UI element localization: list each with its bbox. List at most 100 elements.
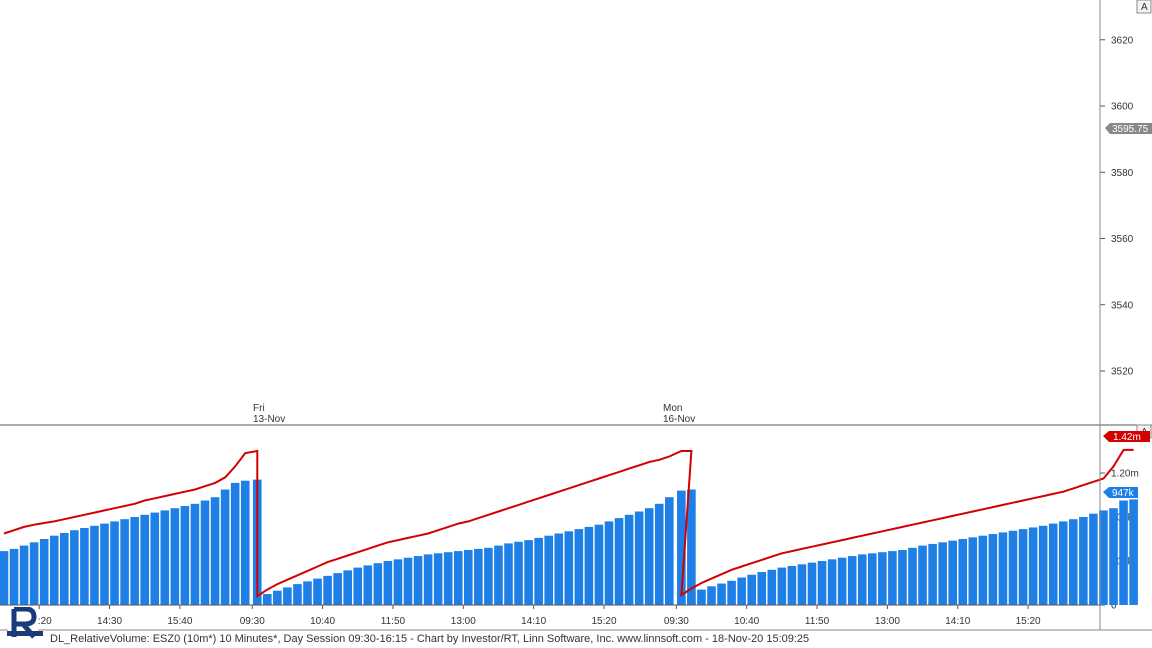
- volume-bar: [210, 497, 220, 605]
- last-price-marker: 3595.75: [1105, 123, 1152, 135]
- volume-bar: [857, 554, 867, 605]
- volume-bar: [727, 580, 736, 605]
- time-tick-label: 15:20: [1016, 616, 1041, 627]
- volume-bar: [403, 557, 413, 605]
- volume-bar: [484, 547, 493, 605]
- chart-footer: DL_RelativeVolume: ESZ0 (10m*) 10 Minute…: [50, 633, 810, 645]
- volume-bar: [0, 551, 9, 605]
- volume-bar: [453, 551, 463, 605]
- volume-bar: [90, 525, 99, 605]
- volume-bar: [574, 529, 584, 605]
- volume-bar: [39, 539, 49, 605]
- volume-bar: [1058, 521, 1068, 605]
- price-tick-label: 3540: [1111, 300, 1134, 311]
- price-tick-label: 3620: [1111, 35, 1134, 46]
- volume-bar: [888, 551, 897, 605]
- volume-bar: [614, 518, 624, 605]
- volume-bar: [474, 548, 483, 605]
- volume-bar: [938, 542, 947, 605]
- time-tick-label: 13:00: [451, 616, 476, 627]
- price-tick-label: 3600: [1111, 102, 1134, 113]
- volume-bar: [898, 550, 907, 605]
- volume-bar: [677, 490, 686, 605]
- volume-bar: [293, 584, 302, 605]
- volume-bar: [847, 556, 857, 605]
- volume-bar-marker: 947k: [1103, 487, 1138, 499]
- time-tick-label: 14:10: [945, 616, 970, 627]
- volume-bar: [140, 514, 149, 605]
- volume-bar: [252, 597, 262, 605]
- time-tick-label: 10:40: [734, 616, 759, 627]
- volume-bar: [968, 537, 978, 605]
- volume-bar: [1038, 525, 1048, 605]
- time-tick-label: 09:30: [664, 616, 689, 627]
- volume-bar: [273, 590, 282, 605]
- volume-bar: [19, 545, 29, 605]
- volume-pane[interactable]: 0400k800k1.20m: [0, 448, 1139, 612]
- price-tick-label: 3520: [1111, 367, 1134, 378]
- price-scale-button-label: A: [1141, 2, 1148, 13]
- volume-bar: [948, 540, 957, 605]
- volume-bar: [817, 561, 827, 605]
- volume-bar: [150, 512, 160, 605]
- volume-bar: [433, 553, 443, 605]
- volume-tick-label: 1.20m: [1111, 469, 1139, 480]
- last-price-marker-text: 3595.75: [1112, 124, 1149, 135]
- volume-bar: [644, 508, 654, 605]
- volume-bar: [373, 563, 383, 605]
- time-tick-label: 09:30: [240, 616, 265, 627]
- volume-bar: [130, 517, 139, 605]
- volume-bar: [413, 556, 423, 605]
- volume-bar: [1069, 519, 1078, 605]
- volume-bar: [687, 489, 696, 605]
- volume-bar: [60, 532, 69, 605]
- volume-bar: [120, 519, 129, 605]
- volume-bar: [343, 570, 352, 605]
- volume-bar: [263, 594, 272, 605]
- volume-bar: [1089, 513, 1098, 605]
- volume-bar: [747, 574, 756, 605]
- session-label-day: Fri: [253, 403, 265, 414]
- session-label-date: 13-Nov: [253, 414, 285, 425]
- volume-bar: [978, 535, 988, 605]
- volume-bar: [1099, 510, 1108, 605]
- volume-bar: [1008, 530, 1018, 605]
- volume-bar: [1079, 517, 1088, 605]
- volume-bar: [665, 497, 674, 605]
- volume-bar: [584, 526, 594, 605]
- volume-bar: [1048, 523, 1058, 605]
- volume-bar: [634, 511, 644, 605]
- volume-bar: [534, 537, 543, 605]
- volume-bar: [878, 552, 887, 605]
- volume-bar: [110, 521, 119, 605]
- time-tick-label: 14:30: [97, 616, 122, 627]
- relative-volume-line: [3, 448, 1134, 599]
- volume-bar: [767, 569, 777, 605]
- volume-bar: [737, 577, 746, 605]
- volume-bar: [504, 543, 513, 605]
- volume-bar: [283, 587, 292, 605]
- volume-bar: [707, 586, 716, 605]
- volume-line-marker: 1.42m: [1103, 431, 1150, 443]
- price-plot-area: [0, 0, 1100, 424]
- volume-bar: [918, 545, 927, 605]
- volume-bar: [757, 572, 767, 605]
- time-tick-label: 15:40: [167, 616, 192, 627]
- volume-bar: [677, 596, 686, 605]
- volume-bar: [998, 532, 1008, 605]
- volume-bar: [303, 581, 312, 605]
- volume-bar: [170, 508, 180, 605]
- volume-bar: [797, 564, 807, 605]
- volume-line-marker-text: 1.42m: [1113, 432, 1141, 443]
- price-scale-button[interactable]: [1136, 0, 1152, 14]
- time-tick-label: 11:50: [381, 616, 406, 627]
- volume-bar: [1018, 529, 1028, 605]
- volume-bar: [524, 540, 533, 605]
- time-tick-label: 10:40: [310, 616, 335, 627]
- volume-bar: [80, 528, 89, 605]
- time-tick-label: 15:20: [591, 616, 616, 627]
- volume-bar: [200, 500, 210, 605]
- price-tick-label: 3580: [1111, 168, 1134, 179]
- volume-bar: [1109, 508, 1118, 605]
